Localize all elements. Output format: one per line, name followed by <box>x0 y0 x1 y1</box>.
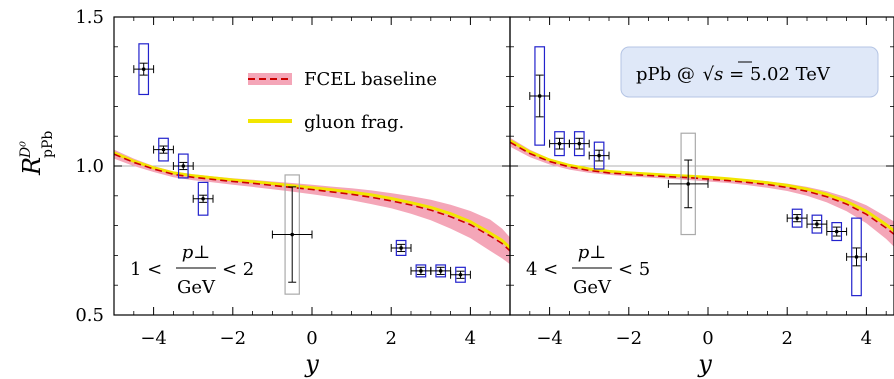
legend: FCEL baseline gluon frag. <box>248 69 437 133</box>
data-point <box>430 264 452 278</box>
svg-text:< 2: < 2 <box>222 259 254 280</box>
point-marker <box>399 246 403 250</box>
system-label: pPb @ √s = 5.02 TeV <box>636 64 831 85</box>
x-axis-title-left: y <box>304 350 319 378</box>
gluon-frag-line <box>510 139 894 233</box>
x-tick-label: 2 <box>781 328 792 349</box>
svg-text:p⊥: p⊥ <box>578 242 606 263</box>
fcel-baseline-line <box>114 153 510 252</box>
y-axis-title-sub: pPb <box>40 131 56 158</box>
data-point <box>529 46 551 146</box>
point-marker <box>201 196 205 201</box>
x-tick-label: 0 <box>306 328 317 349</box>
point-marker <box>597 153 601 158</box>
data-point <box>390 239 412 256</box>
data-point <box>153 137 174 162</box>
point-marker <box>458 272 463 277</box>
data-point <box>192 181 214 216</box>
y-axis-title-sup: D⁰ <box>18 141 34 159</box>
y-tick-label: 1.5 <box>75 7 104 28</box>
x-tick-label: −2 <box>616 328 643 349</box>
data-point <box>568 131 590 157</box>
svg-text:GeV: GeV <box>573 277 612 298</box>
point-marker <box>557 141 562 146</box>
point-marker <box>438 269 443 273</box>
legend-gluon-label: gluon frag. <box>304 112 404 133</box>
system-label-box: pPb @ √s = 5.02 TeV <box>620 46 879 98</box>
plot-area-pt-1-2 <box>114 43 510 295</box>
svg-text:p⊥: p⊥ <box>182 242 210 263</box>
point-marker <box>290 232 295 237</box>
x-axis-title-right: y <box>697 350 712 378</box>
gluon-frag-line <box>114 151 510 249</box>
annotation-right: 4 < p⊥ GeV < 5 <box>526 242 650 298</box>
svg-text:< 5: < 5 <box>618 259 650 280</box>
svg-text:4 <: 4 < <box>526 259 558 280</box>
data-point <box>450 266 471 283</box>
data-point <box>806 214 828 234</box>
y-tick-label: 0.5 <box>75 305 104 326</box>
fcel-baseline-line <box>510 141 894 236</box>
svg-text:GeV: GeV <box>177 277 216 298</box>
x-tick-label: −2 <box>220 328 247 349</box>
x-tick-label: −4 <box>140 328 167 349</box>
x-tick-label: 0 <box>702 328 713 349</box>
point-marker <box>854 255 859 259</box>
y-axis-title: R <box>18 157 46 176</box>
point-marker <box>834 229 839 234</box>
panel-right: −4 −2 0 2 4 <box>509 16 894 349</box>
point-marker <box>181 164 186 168</box>
point-marker <box>419 269 423 273</box>
point-marker <box>795 216 799 220</box>
point-marker <box>161 147 166 152</box>
point-marker <box>141 67 146 71</box>
point-marker <box>686 182 690 186</box>
svg-text:1 <: 1 < <box>130 259 162 280</box>
x-tick-label: 4 <box>465 328 476 349</box>
x-tick-label: 4 <box>861 328 872 349</box>
data-point <box>172 153 194 179</box>
x-tick-label: −4 <box>536 328 563 349</box>
point-marker <box>577 141 582 146</box>
data-point <box>588 141 610 170</box>
data-point <box>826 222 848 242</box>
data-point <box>271 174 313 295</box>
x-tick-label: 2 <box>385 328 396 349</box>
data-point <box>133 43 155 96</box>
data-point <box>549 131 570 157</box>
y-tick-label: 1.0 <box>75 156 104 177</box>
annotation-left: 1 < p⊥ GeV < 2 <box>130 242 254 298</box>
legend-fcel-label: FCEL baseline <box>304 69 437 90</box>
svg-text:R: R <box>18 157 46 176</box>
data-point <box>786 208 808 228</box>
point-marker <box>815 222 819 226</box>
data-point <box>846 217 867 297</box>
point-marker <box>537 94 542 98</box>
data-point <box>667 132 709 236</box>
panel-left: −4 −2 0 2 4 0.5 1.0 1.5 <box>75 7 511 349</box>
data-point <box>410 264 432 278</box>
plot-area-pt-4-5 <box>510 46 894 297</box>
